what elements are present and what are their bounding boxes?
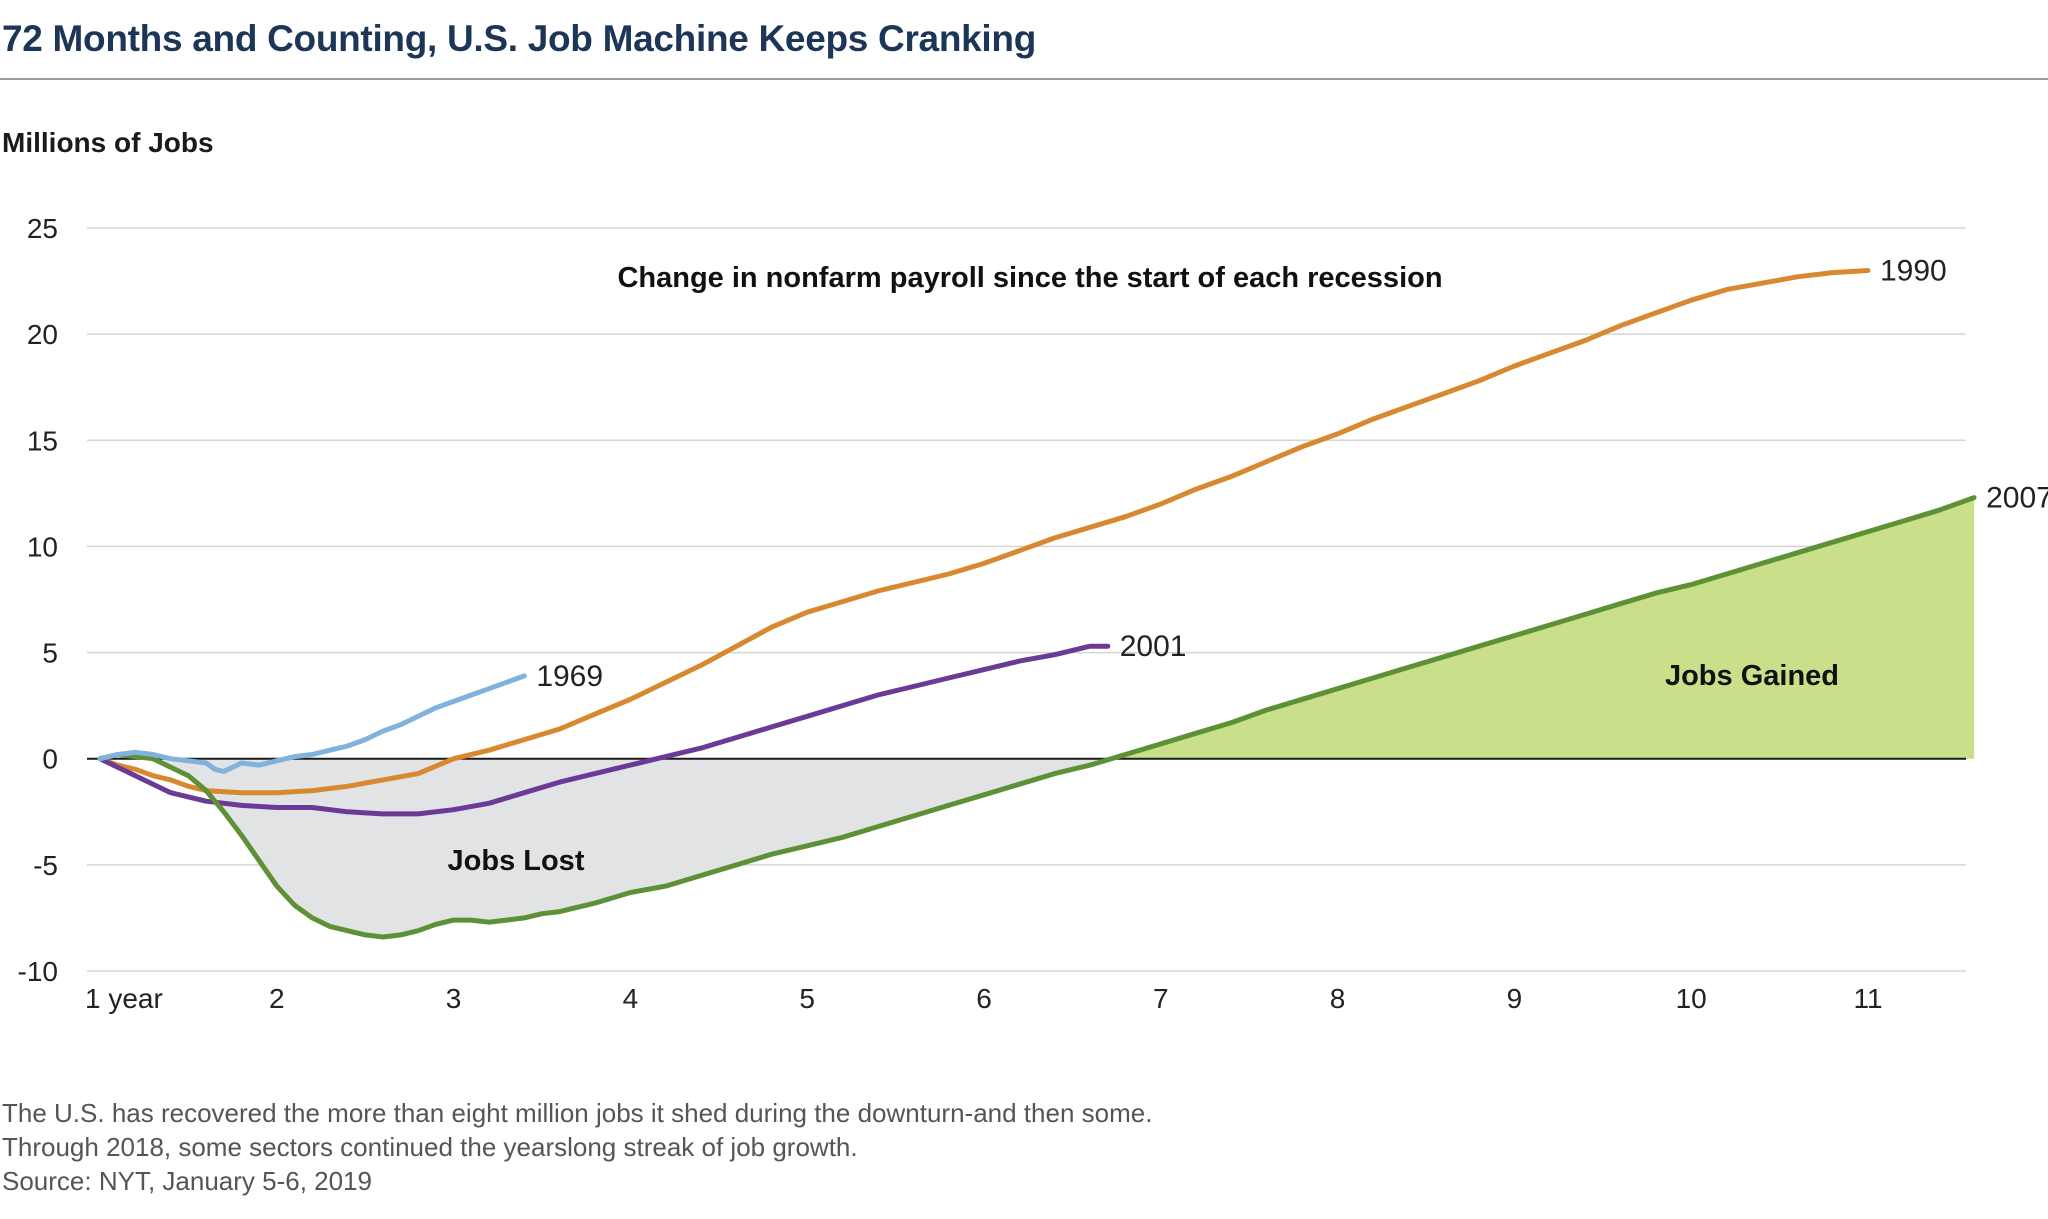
y-tick-label: 15 — [27, 425, 58, 456]
chart-heading: 72 Months and Counting, U.S. Job Machine… — [2, 18, 1036, 59]
series-lines — [97, 268, 1977, 940]
x-tick-label: 11 — [1853, 983, 1882, 1014]
chart-subtitle: Change in nonfarm payroll since the star… — [617, 262, 1442, 294]
source-note: Source: NYT, January 5-6, 2019 — [2, 1166, 372, 1196]
y-tick-label: 10 — [27, 531, 58, 562]
jobs-lost-area — [100, 758, 1112, 938]
jobs-gained-label: Jobs Gained — [1665, 660, 1839, 692]
series-line-1969 — [97, 673, 527, 774]
series-label-1969: 1969 — [536, 660, 603, 693]
y-tick-label: 20 — [27, 319, 58, 350]
series-label-2007: 2007 — [1986, 482, 2048, 515]
x-tick-label: 5 — [799, 983, 815, 1014]
x-tick-label: 10 — [1676, 983, 1707, 1014]
x-tick-label: 6 — [976, 983, 992, 1014]
tick-labels: 25 20 15 10 5 0 -5 -10 1 year 2 3 4 5 6 7 8 9 10 11 — [18, 213, 1883, 1014]
y-tick-label: -10 — [18, 956, 58, 987]
y-tick-label: 5 — [42, 638, 58, 669]
y-tick-label: 0 — [42, 744, 58, 775]
series-line-1990 — [97, 268, 1871, 796]
footnote-line: The U.S. has recovered the more than eig… — [2, 1098, 1153, 1128]
shaded-areas — [100, 497, 1975, 938]
series-line-2001 — [97, 643, 1111, 817]
y-axis-label: Millions of Jobs — [2, 127, 214, 158]
footnote-line: Through 2018, some sectors continued the… — [2, 1132, 858, 1162]
x-tick-label: 3 — [446, 983, 462, 1014]
x-tick-label: 9 — [1507, 983, 1523, 1014]
x-tick-label: 8 — [1330, 983, 1346, 1014]
y-tick-label: 25 — [27, 213, 58, 244]
x-tick-label: 1 year — [85, 983, 163, 1014]
y-tick-label: -5 — [33, 850, 58, 881]
title-divider — [0, 78, 2048, 80]
series-label-1990: 1990 — [1880, 254, 1947, 287]
series-labels: 1969 1990 2001 2007 — [536, 254, 2048, 692]
series-label-2001: 2001 — [1120, 630, 1187, 663]
x-tick-label: 7 — [1153, 983, 1169, 1014]
jobs-lost-label: Jobs Lost — [448, 845, 585, 877]
annotations: Change in nonfarm payroll since the star… — [448, 262, 1840, 877]
series-line-2007 — [97, 495, 1977, 940]
x-tick-label: 4 — [623, 983, 639, 1014]
footnotes: The U.S. has recovered the more than eig… — [2, 1096, 1152, 1198]
x-tick-label: 2 — [269, 983, 285, 1014]
